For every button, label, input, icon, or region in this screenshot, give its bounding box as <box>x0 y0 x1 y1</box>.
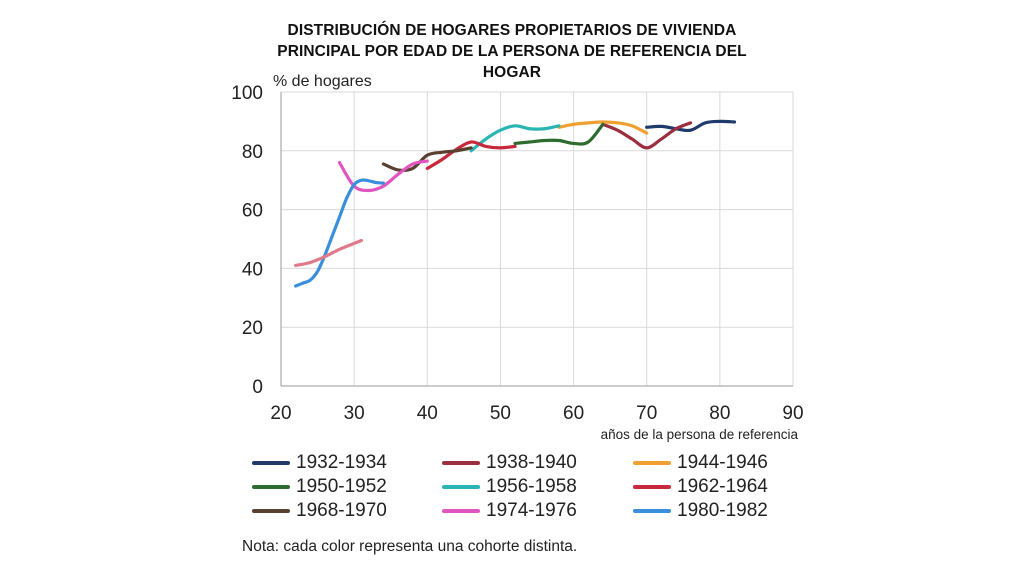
series-line-1956-1958 <box>469 124 561 153</box>
x-tick-label: 70 <box>636 403 657 424</box>
y-tick-label: 40 <box>242 259 263 280</box>
series-line-1932-1934 <box>645 119 737 133</box>
x-tick-label: 50 <box>490 403 511 424</box>
x-tick-label: 80 <box>709 403 730 424</box>
legend-item: 1956-1958 <box>442 475 577 499</box>
legend-swatch <box>442 461 480 465</box>
axis-labels: 0 20 40 60 80 100 20 30 40 50 60 70 80 90 % de hogares… <box>231 73 803 442</box>
grid-lines <box>281 91 794 386</box>
legend-label: 1980-1982 <box>677 500 768 521</box>
legend-item: 1968-1970 <box>252 499 387 523</box>
x-tick-label: 60 <box>563 403 584 424</box>
x-tick-label: 30 <box>344 403 365 424</box>
series-lines <box>294 119 737 288</box>
x-tick-label: 40 <box>417 403 438 424</box>
legend-item: 1980-1982 <box>633 499 768 523</box>
series-line-1962-1964 <box>425 140 517 171</box>
x-tick-label: 20 <box>270 403 291 424</box>
chart-note: Nota: cada color representa una cohorte … <box>242 538 578 555</box>
y-tick-label: 100 <box>231 83 263 104</box>
legend-label: 1932-1934 <box>296 452 387 473</box>
legend-label: 1962-1964 <box>677 476 768 497</box>
chart-title-line: PRINCIPAL POR EDAD DE LA PERSONA DE REFE… <box>277 43 747 60</box>
series-line-1980-1982 <box>294 178 385 288</box>
legend-label: 1944-1946 <box>677 452 768 473</box>
legend-item: 1938-1940 <box>442 451 577 475</box>
series-line-1944-1946 <box>557 120 649 135</box>
chart-title: DISTRIBUCIÓN DE HOGARES PROPIETARIOS DE … <box>190 20 834 83</box>
chart-title-line: DISTRIBUCIÓN DE HOGARES PROPIETARIOS DE … <box>287 22 737 39</box>
legend-swatch <box>252 509 290 513</box>
legend-item: 1974-1976 <box>442 499 577 523</box>
legend-swatch <box>633 485 671 489</box>
series-line-1968-1970 <box>381 146 473 173</box>
legend-swatch <box>633 461 671 465</box>
legend-label: 1950-1952 <box>296 476 387 497</box>
legend-item: 1962-1964 <box>633 475 768 499</box>
y-tick-label: 0 <box>252 377 263 398</box>
legend-swatch <box>252 485 290 489</box>
axes <box>280 92 793 387</box>
y-axis-title: % de hogares <box>273 73 372 90</box>
legend-item: 1950-1952 <box>252 475 387 499</box>
legend-label: 1938-1940 <box>486 452 577 473</box>
x-tick-label: 90 <box>782 403 803 424</box>
legend-item: 1944-1946 <box>633 451 768 475</box>
legend-label: 1956-1958 <box>486 476 577 497</box>
x-axis-title: años de la persona de referencia <box>601 427 799 442</box>
chart-title-line: HOGAR <box>482 64 542 81</box>
series-line-1986-1988 <box>294 238 364 268</box>
series-line-1938-1940 <box>601 121 693 150</box>
y-tick-label: 20 <box>242 318 263 339</box>
y-tick-label: 60 <box>242 201 263 222</box>
legend-swatch <box>252 461 290 465</box>
legend-swatch <box>442 485 480 489</box>
series-line-1950-1952 <box>513 122 605 146</box>
y-tick-label: 80 <box>242 142 263 163</box>
legend-item: 1932-1934 <box>252 451 387 475</box>
legend-label: 1974-1976 <box>486 500 577 521</box>
legend-swatch <box>633 509 671 513</box>
legend-swatch <box>442 509 480 513</box>
legend-label: 1968-1970 <box>296 500 387 521</box>
